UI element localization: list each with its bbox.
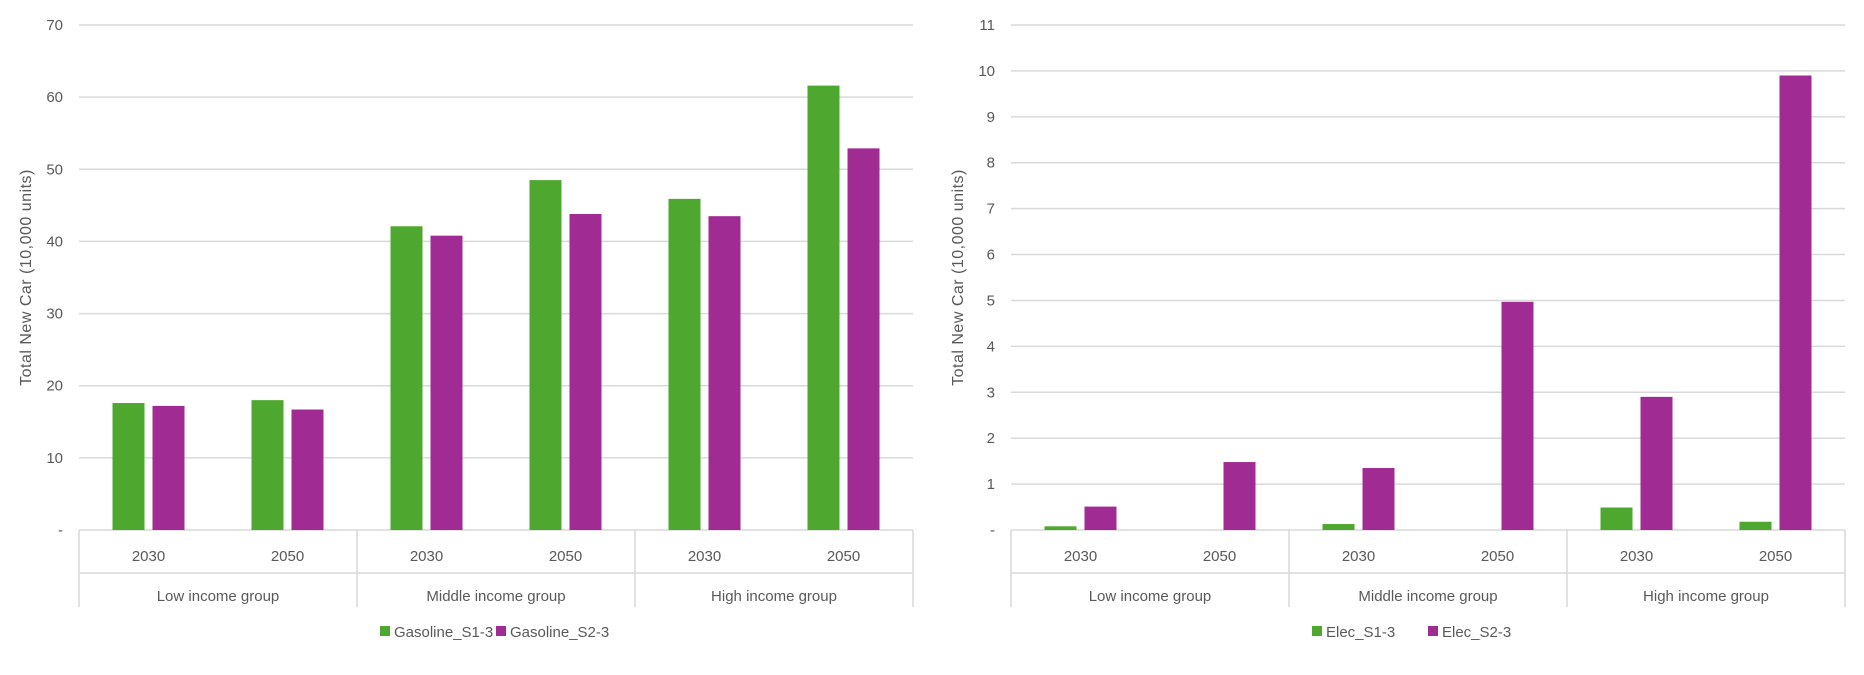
electric-legend-label: Elec_S1-3: [1326, 624, 1395, 641]
gasoline-bar-gasoline-s2-3: [430, 235, 463, 530]
electric-bar-elec-s1-3: [1322, 524, 1355, 530]
gasoline-chart: -10 20 30 40 50 60 70 2030 2050 2030 2050 2030 2050 L…: [18, 17, 914, 641]
electric-bar-elec-s2-3: [1223, 462, 1256, 530]
gasoline-legend-label: Gasoline_S1-3: [394, 624, 493, 641]
electric-ytick-label: 6: [987, 247, 995, 264]
gasoline-ytick-label: 30: [46, 306, 63, 323]
gasoline-ytick-label: 10: [46, 450, 63, 467]
gasoline-group-label: High income group: [711, 588, 837, 605]
gasoline-bar-gasoline-s2-3: [847, 148, 880, 530]
electric-category-label: 2050: [1203, 548, 1236, 565]
electric-ytick-label: 5: [987, 292, 995, 309]
gasoline-category-label: 2050: [271, 548, 304, 565]
electric-bar-elec-s1-3: [1044, 526, 1077, 530]
electric-ytick-label: 8: [987, 155, 995, 172]
electric-ytick-label: 9: [987, 109, 995, 126]
gasoline-legend-swatch: [380, 626, 390, 636]
gasoline-y-axis-title: Total New Car (10,000 units): [18, 169, 35, 386]
electric-group-label: Low income group: [1089, 588, 1212, 605]
gasoline-category-label: 2050: [827, 548, 860, 565]
electric-legend-swatch: [1312, 626, 1322, 636]
gasoline-bar-gasoline-s1-3: [668, 198, 701, 530]
electric-bar-elec-s2-3: [1640, 396, 1673, 530]
gasoline-bar-gasoline-s1-3: [251, 400, 284, 530]
electric-y-axis-title: Total New Car (10,000 units): [950, 169, 967, 386]
electric-category-label: 2030: [1064, 548, 1097, 565]
electric-ytick-label: 7: [987, 201, 995, 218]
gasoline-bar-gasoline-s2-3: [152, 405, 185, 530]
electric-bar-elec-s2-3: [1084, 506, 1117, 530]
electric-ytick-label: 10: [978, 63, 995, 80]
gasoline-ytick-label: 40: [46, 233, 63, 250]
gasoline-bar-gasoline-s1-3: [529, 180, 562, 530]
electric-group-label: High income group: [1643, 588, 1769, 605]
electric-bar-elec-s1-3: [1739, 521, 1772, 530]
gasoline-group-label: Low income group: [157, 588, 280, 605]
electric-bar-elec-s2-3: [1779, 75, 1812, 530]
gasoline-ytick-label: 60: [46, 89, 63, 106]
gasoline-bar-gasoline-s2-3: [291, 409, 324, 530]
electric-ytick-label: 2: [987, 430, 995, 447]
gasoline-legend-label: Gasoline_S2-3: [510, 624, 609, 641]
electric-ytick-label: 3: [987, 384, 995, 401]
electric-legend-label: Elec_S2-3: [1442, 624, 1511, 641]
gasoline-bar-gasoline-s1-3: [112, 403, 145, 530]
electric-chart: - 1 2 3 4 5 6 7 8 9 10 11 2030 2050 2030 2050 2030 2050 Lo…: [932, 0, 1864, 675]
gasoline-legend-swatch: [496, 626, 506, 636]
gasoline-category-label: 2030: [410, 548, 443, 565]
electric-chart-svg: - 1 2 3 4 5 6 7 8 9 10 11 2030 2050 2030 2050 2030 2050 Lo…: [950, 17, 1846, 641]
electric-bar-elec-s2-3: [1362, 468, 1395, 530]
electric-category-label: 2030: [1620, 548, 1653, 565]
gasoline-category-label: 2050: [549, 548, 582, 565]
electric-ytick-label: 4: [987, 338, 995, 355]
gasoline-bar-gasoline-s1-3: [390, 226, 423, 530]
electric-ytick-label: 11: [979, 17, 995, 34]
gasoline-category-label: 2030: [688, 548, 721, 565]
gasoline-ytick-label: 20: [46, 378, 63, 395]
electric-category-label: 2030: [1342, 548, 1375, 565]
electric-legend-swatch: [1428, 626, 1438, 636]
gasoline-bar-gasoline-s2-3: [708, 216, 741, 530]
electric-ytick-label: -: [990, 522, 995, 539]
electric-ytick-label: 1: [987, 476, 995, 493]
gasoline-ytick-label: -: [58, 522, 63, 539]
gasoline-ytick-label: 50: [46, 161, 63, 178]
gasoline-category-label: 2030: [132, 548, 165, 565]
electric-bar-elec-s2-3: [1501, 301, 1534, 530]
electric-bar-elec-s1-3: [1600, 507, 1633, 530]
electric-category-label: 2050: [1759, 548, 1792, 565]
electric-category-label: 2050: [1481, 548, 1514, 565]
gasoline-bar-gasoline-s2-3: [569, 214, 602, 530]
electric-group-label: Middle income group: [1358, 588, 1497, 605]
gasoline-group-label: Middle income group: [426, 588, 565, 605]
gasoline-bar-gasoline-s1-3: [807, 85, 840, 530]
gasoline-ytick-label: 70: [46, 17, 63, 34]
